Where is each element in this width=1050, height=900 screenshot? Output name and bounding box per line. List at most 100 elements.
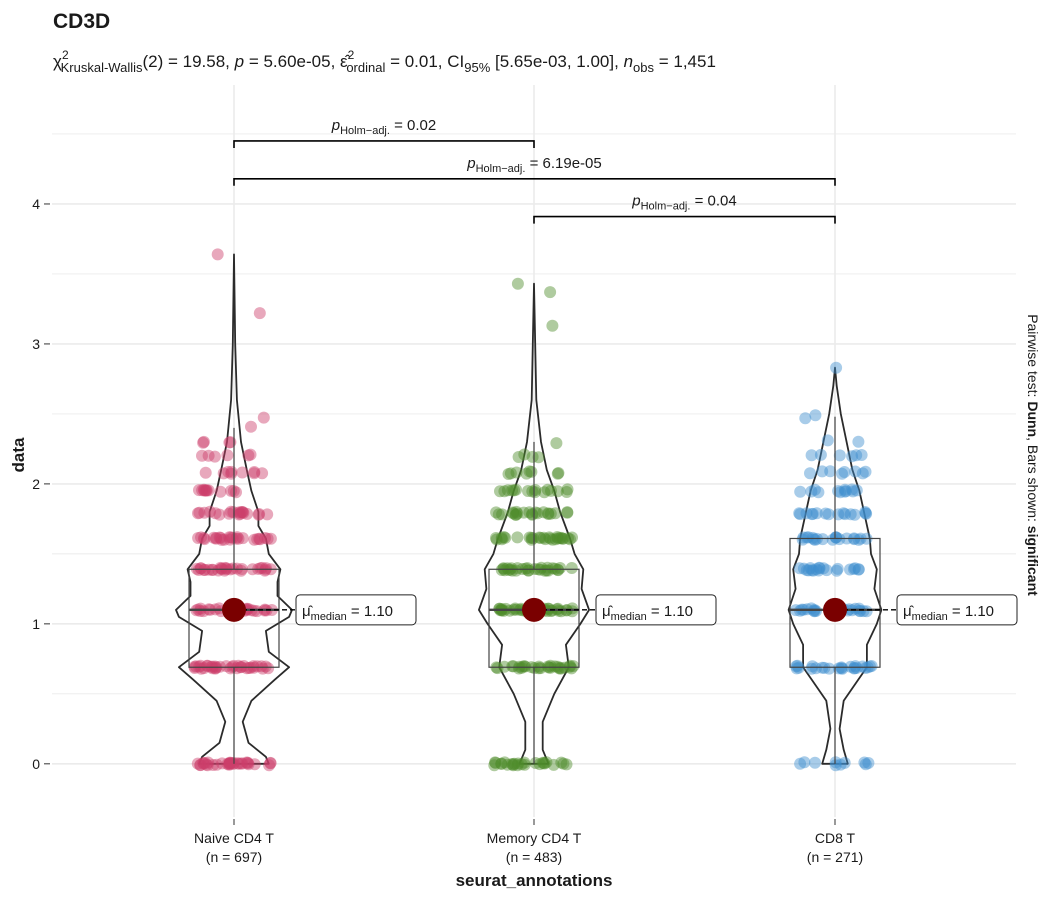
p-part: = 5.60e-05, xyxy=(244,52,340,71)
data-point xyxy=(223,507,236,520)
bracket xyxy=(533,215,836,224)
data-point xyxy=(242,758,255,771)
x-tick-count: (n = 697) xyxy=(206,849,262,865)
data-point xyxy=(529,486,541,499)
data-point xyxy=(198,484,211,497)
data-point xyxy=(797,562,810,575)
data-point xyxy=(557,757,570,770)
data-point xyxy=(844,508,857,521)
data-point xyxy=(511,562,524,575)
data-point xyxy=(207,531,220,544)
data-point xyxy=(541,660,554,673)
data-point xyxy=(234,506,247,519)
data-point xyxy=(509,602,522,615)
data-point xyxy=(201,659,214,672)
data-point xyxy=(522,564,535,577)
data-point xyxy=(192,564,205,576)
data-point xyxy=(201,659,214,672)
data-point xyxy=(554,662,567,674)
data-point xyxy=(221,758,234,770)
data-point xyxy=(834,486,847,499)
data-point xyxy=(539,533,552,546)
data-point xyxy=(210,758,223,771)
data-point xyxy=(805,662,818,675)
data-point xyxy=(197,436,210,449)
data-point xyxy=(215,562,228,575)
epsilon-part: = 0.01, CI xyxy=(385,52,464,71)
data-point xyxy=(206,564,219,576)
data-point xyxy=(224,533,236,546)
data-point xyxy=(216,757,229,770)
box xyxy=(789,537,881,668)
data-point xyxy=(830,531,843,544)
caption: Pairwise test: Dunn, Bars shown: signifi… xyxy=(1025,314,1041,596)
data-point xyxy=(236,506,249,519)
data-point xyxy=(507,759,520,772)
data-point xyxy=(561,506,574,519)
data-point xyxy=(194,759,207,771)
data-point xyxy=(248,758,261,771)
data-point xyxy=(237,506,250,519)
data-point xyxy=(796,533,809,546)
data-point xyxy=(223,758,236,771)
data-point xyxy=(829,756,842,769)
data-point xyxy=(508,484,521,497)
data-point xyxy=(212,564,225,577)
data-point xyxy=(197,435,210,448)
data-point-outlier xyxy=(544,286,557,299)
data-point xyxy=(198,506,211,519)
ci-subscript: 95% xyxy=(464,60,490,75)
data-point xyxy=(553,532,566,545)
data-point xyxy=(509,508,522,521)
data-point xyxy=(838,466,851,478)
data-point xyxy=(541,561,554,574)
data-point xyxy=(510,466,523,479)
bracket xyxy=(233,177,836,186)
data-point xyxy=(511,507,524,520)
data-point xyxy=(506,484,519,497)
data-point xyxy=(206,662,219,675)
y-axis-title: data xyxy=(9,437,28,473)
chi-subscript: Kruskal-Wallis xyxy=(61,60,143,75)
n-part: = 1,451 xyxy=(654,52,716,71)
data-point xyxy=(248,467,261,480)
data-point xyxy=(804,562,817,575)
x-tick-count: (n = 483) xyxy=(506,849,562,865)
data-point xyxy=(794,485,807,498)
data-point xyxy=(235,564,248,577)
data-point xyxy=(232,532,245,545)
data-point xyxy=(194,602,207,615)
data-point xyxy=(262,662,275,675)
data-point xyxy=(498,564,511,577)
data-point xyxy=(527,532,540,545)
caption-middle: , Bars shown: xyxy=(1025,437,1041,526)
data-point xyxy=(192,532,205,544)
data-point xyxy=(204,505,216,518)
median-label: μ̂median = 1.10 xyxy=(903,603,994,623)
data-point xyxy=(515,758,528,771)
data-point xyxy=(833,449,846,462)
data-point xyxy=(537,757,550,770)
data-point xyxy=(194,659,207,672)
bracket-label: pHolm−adj. = 0.04 xyxy=(631,193,736,213)
data-point-outlier xyxy=(830,361,843,374)
data-point xyxy=(502,564,515,576)
data-point xyxy=(226,531,239,544)
data-point xyxy=(236,466,249,479)
data-point xyxy=(532,660,545,673)
data-point xyxy=(540,756,553,769)
data-point xyxy=(848,662,861,674)
data-point xyxy=(806,660,819,673)
x-tick-count: (n = 271) xyxy=(807,849,863,865)
data-point xyxy=(200,484,213,497)
data-point xyxy=(488,759,501,772)
data-point xyxy=(225,484,238,497)
data-point xyxy=(251,660,264,673)
data-point xyxy=(856,467,869,480)
data-point xyxy=(258,564,271,577)
data-point xyxy=(213,508,226,521)
data-point xyxy=(236,532,249,545)
data-point xyxy=(835,662,848,675)
data-point xyxy=(264,757,277,770)
data-point xyxy=(512,662,525,675)
